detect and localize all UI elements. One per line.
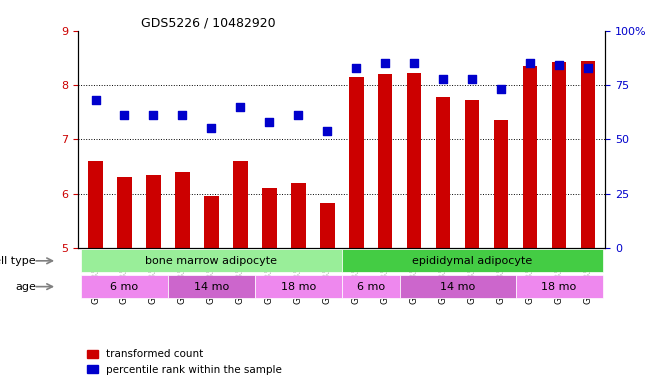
Point [119,113,130,119]
Bar [407,73,421,248]
Bar [378,74,393,248]
Point [293,113,303,119]
FancyBboxPatch shape [81,275,168,298]
Point [351,65,361,71]
Point [264,119,275,125]
Bar [233,161,247,248]
Bar [146,175,161,248]
FancyBboxPatch shape [81,249,342,272]
Text: 6 mo: 6 mo [357,281,385,291]
FancyBboxPatch shape [342,249,603,272]
Bar [175,172,189,248]
Point [409,60,419,66]
FancyBboxPatch shape [516,275,603,298]
Bar [320,204,335,248]
Text: 18 mo: 18 mo [542,281,577,291]
Bar [523,66,537,248]
Point [438,75,449,81]
Point [177,113,187,119]
Text: age: age [15,281,36,291]
Point [90,97,101,103]
Text: 6 mo: 6 mo [111,281,139,291]
Point [206,126,217,132]
Text: 14 mo: 14 mo [440,281,475,291]
Bar [291,183,305,248]
Text: GDS5226 / 10482920: GDS5226 / 10482920 [141,17,276,30]
FancyBboxPatch shape [168,275,255,298]
Bar [552,62,566,248]
Text: 14 mo: 14 mo [194,281,229,291]
Point [496,86,506,93]
Bar [465,100,479,248]
Text: bone marrow adipocyte: bone marrow adipocyte [145,256,277,266]
Text: 18 mo: 18 mo [281,281,316,291]
Bar [204,196,219,248]
Point [235,104,245,110]
Point [583,65,593,71]
Point [148,113,159,119]
Bar [349,77,363,248]
Text: cell type: cell type [0,256,36,266]
Point [380,60,391,66]
Bar [436,97,450,248]
FancyBboxPatch shape [342,275,400,298]
Bar [581,61,595,248]
Legend: transformed count, percentile rank within the sample: transformed count, percentile rank withi… [83,345,286,379]
Point [525,60,535,66]
Bar [117,177,132,248]
Bar [89,161,103,248]
Bar [262,188,277,248]
Text: epididymal adipocyte: epididymal adipocyte [412,256,533,266]
Point [467,75,477,81]
Bar [494,120,508,248]
Point [554,63,564,69]
FancyBboxPatch shape [255,275,342,298]
FancyBboxPatch shape [400,275,516,298]
Point [322,127,333,134]
